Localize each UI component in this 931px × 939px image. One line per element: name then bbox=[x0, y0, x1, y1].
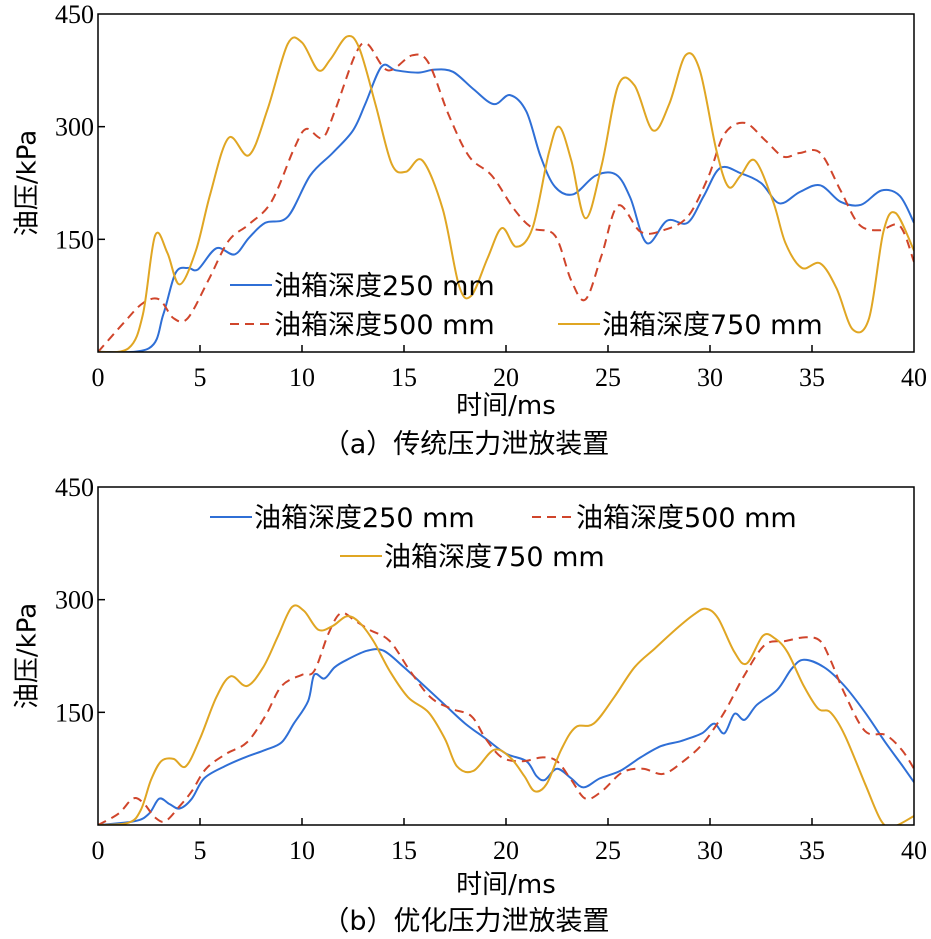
legend-label-2: 油箱深度500 mm bbox=[576, 503, 797, 534]
series-line-1 bbox=[98, 63, 914, 352]
x-tick-label: 10 bbox=[289, 836, 315, 865]
legend: 油箱深度250 mm 油箱深度500 mm 油箱深度750 mm bbox=[230, 271, 823, 341]
x-tick-label: 40 bbox=[901, 836, 927, 865]
legend-label-3: 油箱深度750 mm bbox=[602, 310, 823, 341]
plot-frame bbox=[97, 13, 915, 353]
x-tick-label: 25 bbox=[595, 363, 621, 392]
legend-label-3: 油箱深度750 mm bbox=[384, 542, 605, 573]
plot-frame bbox=[97, 486, 915, 826]
series-group bbox=[98, 604, 914, 825]
x-tick-label: 5 bbox=[194, 836, 207, 865]
x-tick-label: 15 bbox=[391, 363, 417, 392]
panel-b: 0 5 10 15 20 25 30 35 40 150 300 450 时间/ms 油压/kPa （b）优… bbox=[13, 473, 928, 937]
panel-caption: （b）优化压力泄放装置 bbox=[322, 906, 609, 937]
series-line-3 bbox=[98, 34, 914, 352]
x-axis-label: 时间/ms bbox=[456, 870, 556, 900]
x-tick-label: 40 bbox=[901, 363, 927, 392]
y-tick-label: 300 bbox=[55, 113, 94, 142]
y-tick-label: 150 bbox=[55, 225, 94, 254]
panel-caption: （a）传统压力泄放装置 bbox=[323, 429, 610, 460]
y-tick-label: 450 bbox=[55, 0, 94, 29]
panel-a: 0 5 10 15 20 25 30 35 40 150 300 450 时间/ms 油压/kPa （a）传… bbox=[13, 0, 928, 460]
y-tick-label: 150 bbox=[55, 698, 94, 727]
x-tick-label: 20 bbox=[493, 836, 519, 865]
x-tick-label: 0 bbox=[92, 363, 105, 392]
series-line-2 bbox=[98, 42, 914, 352]
series-line-3 bbox=[98, 604, 914, 825]
x-axis-label: 时间/ms bbox=[456, 391, 556, 421]
x-tick-label: 35 bbox=[799, 836, 825, 865]
x-tick-label: 30 bbox=[697, 363, 723, 392]
y-axis-label: 油压/kPa bbox=[13, 603, 43, 709]
x-tick-label: 35 bbox=[799, 363, 825, 392]
x-tick-label: 15 bbox=[391, 836, 417, 865]
x-tick-label: 10 bbox=[289, 363, 315, 392]
x-tick-label: 20 bbox=[493, 363, 519, 392]
series-line-1 bbox=[98, 648, 914, 825]
legend-label-1: 油箱深度250 mm bbox=[254, 503, 475, 534]
series-line-2 bbox=[98, 611, 914, 825]
y-axis-label: 油压/kPa bbox=[13, 130, 43, 236]
legend-label-1: 油箱深度250 mm bbox=[274, 271, 495, 302]
y-tick-label: 300 bbox=[55, 586, 94, 615]
x-tick-label: 30 bbox=[697, 836, 723, 865]
legend-label-2: 油箱深度500 mm bbox=[274, 310, 495, 341]
x-tick-label: 0 bbox=[92, 836, 105, 865]
x-tick-label: 5 bbox=[194, 363, 207, 392]
series-group bbox=[98, 34, 914, 352]
y-tick-label: 450 bbox=[55, 473, 94, 502]
legend: 油箱深度250 mm 油箱深度500 mm 油箱深度750 mm bbox=[210, 503, 797, 573]
x-tick-label: 25 bbox=[595, 836, 621, 865]
